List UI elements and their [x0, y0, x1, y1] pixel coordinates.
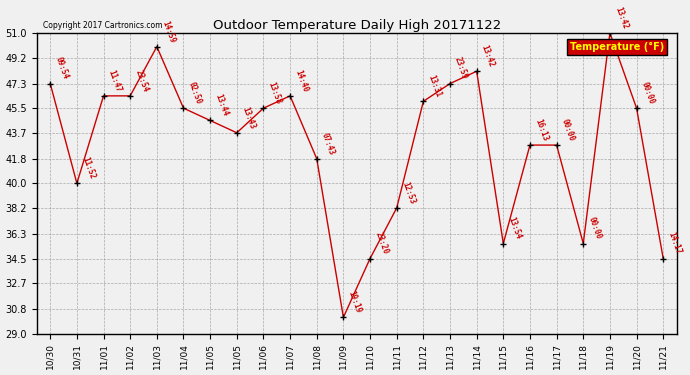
Text: 09:54: 09:54: [53, 56, 70, 81]
Text: 00:00: 00:00: [586, 216, 603, 241]
Text: 13:44: 13:44: [213, 93, 230, 118]
Text: 07:43: 07:43: [320, 131, 336, 156]
Text: 23:54: 23:54: [133, 68, 150, 93]
Text: 13:54: 13:54: [506, 216, 523, 241]
Text: Copyright 2017 Cartronics.com: Copyright 2017 Cartronics.com: [43, 21, 163, 30]
Text: 23:20: 23:20: [373, 231, 390, 256]
Text: 13:42: 13:42: [480, 44, 496, 69]
Text: 02:50: 02:50: [187, 81, 203, 105]
Text: 14:17: 14:17: [667, 231, 683, 256]
Text: 14:59: 14:59: [160, 19, 177, 44]
Text: 13:58: 13:58: [266, 81, 283, 105]
Text: 13:43: 13:43: [240, 105, 257, 130]
Text: 13:42: 13:42: [613, 6, 629, 30]
Text: 00:00: 00:00: [560, 117, 576, 142]
Title: Outdoor Temperature Daily High 20171122: Outdoor Temperature Daily High 20171122: [213, 19, 501, 32]
Text: 14:40: 14:40: [293, 68, 310, 93]
Text: 00:00: 00:00: [640, 81, 656, 105]
Text: 16:13: 16:13: [533, 117, 549, 142]
Text: 11:52: 11:52: [80, 156, 97, 181]
Text: Temperature (°F): Temperature (°F): [569, 42, 664, 52]
Text: 23:59: 23:59: [453, 56, 470, 81]
Text: 12:53: 12:53: [400, 180, 416, 205]
Text: 13:31: 13:31: [426, 74, 443, 99]
Text: 19:19: 19:19: [346, 290, 363, 315]
Text: 11:47: 11:47: [107, 68, 123, 93]
